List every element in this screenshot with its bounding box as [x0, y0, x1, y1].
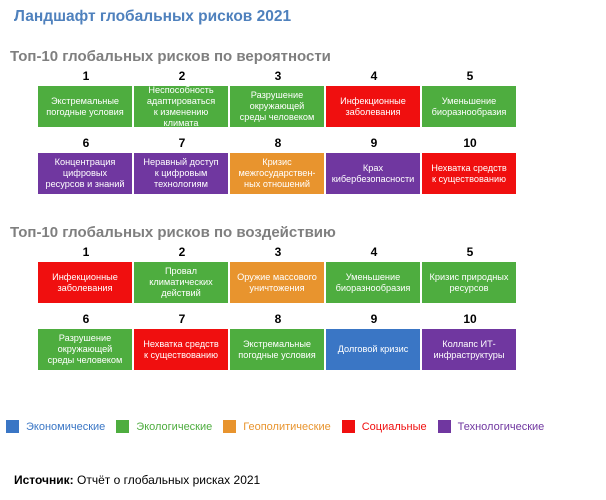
risk-box: Разрушение окружающей среды человеком	[230, 86, 324, 127]
risk-box: Коллапс ИТ- инфраструктуры	[422, 329, 516, 370]
risk-row: Разрушение окружающей среды человеком Нех…	[38, 329, 518, 370]
risk-rank: 7	[178, 136, 186, 150]
legend-label: Технологические	[457, 420, 545, 433]
impact-heading: Топ-10 глобальных рисков по воздействию	[10, 224, 336, 241]
legend-swatch	[223, 420, 237, 433]
risk-row: Инфекционные заболевания Провал климатиче…	[38, 262, 518, 303]
legend-item: Социальные	[341, 420, 427, 433]
risk-box: Концентрация цифровых ресурсов и знаний	[38, 153, 132, 194]
risk-rank: 4	[370, 245, 378, 259]
source-prefix: Источник:	[14, 473, 74, 487]
risk-box: Уменьшение биоразнообразия	[326, 262, 420, 303]
risk-box: Неспособность адаптироваться к изменению…	[134, 85, 228, 128]
legend-label: Экологические	[136, 420, 213, 433]
legend-swatch	[116, 420, 130, 433]
risk-row: Экстремальные погодные условия Неспособно…	[38, 85, 518, 128]
legend-item: Экологические	[116, 420, 212, 433]
source-note: Источник: Отчёт о глобальных рисках 2021	[14, 473, 260, 487]
risk-rank: 8	[274, 136, 282, 150]
risk-box: Нехватка средств к существованию	[422, 153, 516, 194]
rank-row: 1 2 3 4 5	[38, 244, 518, 260]
risk-rank: 6	[82, 312, 90, 326]
risk-rank: 7	[178, 312, 186, 326]
row-gap	[38, 303, 518, 311]
legend-item: Технологические	[437, 420, 545, 433]
legend-label: Социальные	[361, 420, 427, 433]
risk-rank: 3	[274, 69, 282, 83]
rank-row: 1 2 3 4 5	[38, 68, 518, 84]
likelihood-risk-grid: 1 2 3 4 5 Экстремальные погодные условия Неспо…	[38, 68, 518, 194]
risk-rank: 2	[178, 69, 186, 83]
source-text: Отчёт о глобальных рисках 2021	[73, 473, 261, 487]
risk-rank: 1	[82, 245, 90, 259]
rank-row: 6 7 8 9 10	[38, 311, 518, 327]
likelihood-heading: Топ-10 глобальных рисков по вероятности	[10, 48, 331, 65]
legend-swatch	[437, 420, 451, 433]
risk-box: Экстремальные погодные условия	[230, 329, 324, 370]
category-legend: Экономические Экологические Геополитически…	[6, 420, 606, 433]
risk-rank: 6	[82, 136, 90, 150]
risk-rank: 8	[274, 312, 282, 326]
impact-risk-grid: 1 2 3 4 5 Инфекционные заболевания Провал клим…	[38, 244, 518, 370]
risk-box: Долговой кризис	[326, 329, 420, 370]
legend-swatch	[341, 420, 355, 433]
risk-box: Экстремальные погодные условия	[38, 86, 132, 127]
risk-rank: 5	[466, 69, 474, 83]
risk-box: Инфекционные заболевания	[326, 86, 420, 127]
risk-rank: 4	[370, 69, 378, 83]
risk-box: Кризис межгосударствен- ных отношений	[230, 153, 324, 194]
risk-box: Уменьшение биоразнообразия	[422, 86, 516, 127]
legend-item: Геополитические	[223, 420, 331, 433]
legend-label: Геополитические	[243, 420, 331, 433]
page-title: Ландшафт глобальных рисков 2021	[14, 8, 292, 25]
rank-row: 6 7 8 9 10	[38, 135, 518, 151]
risk-box: Оружие массового уничтожения	[230, 262, 324, 303]
risk-rank: 10	[463, 312, 477, 326]
risk-box: Кризис природных ресурсов	[422, 262, 516, 303]
risk-rank: 2	[178, 245, 186, 259]
risk-box: Разрушение окружающей среды человеком	[38, 329, 132, 370]
legend-item: Экономические	[6, 420, 105, 433]
risk-rank: 1	[82, 69, 90, 83]
risk-rank: 5	[466, 245, 474, 259]
risk-box: Неравный доступ к цифровым технологиям	[134, 153, 228, 194]
risk-rank: 9	[370, 312, 378, 326]
legend-label: Экономические	[26, 420, 106, 433]
risk-rank: 10	[463, 136, 477, 150]
row-gap	[38, 127, 518, 135]
risk-box: Инфекционные заболевания	[38, 262, 132, 303]
risk-row: Концентрация цифровых ресурсов и знаний Н…	[38, 153, 518, 194]
risk-rank: 3	[274, 245, 282, 259]
risk-box: Провал климатических действий	[134, 262, 228, 303]
risk-box: Крах кибербезопасности	[326, 153, 420, 194]
legend-swatch	[6, 420, 19, 433]
risk-rank: 9	[370, 136, 378, 150]
risk-box: Нехватка средств к существованию	[134, 329, 228, 370]
